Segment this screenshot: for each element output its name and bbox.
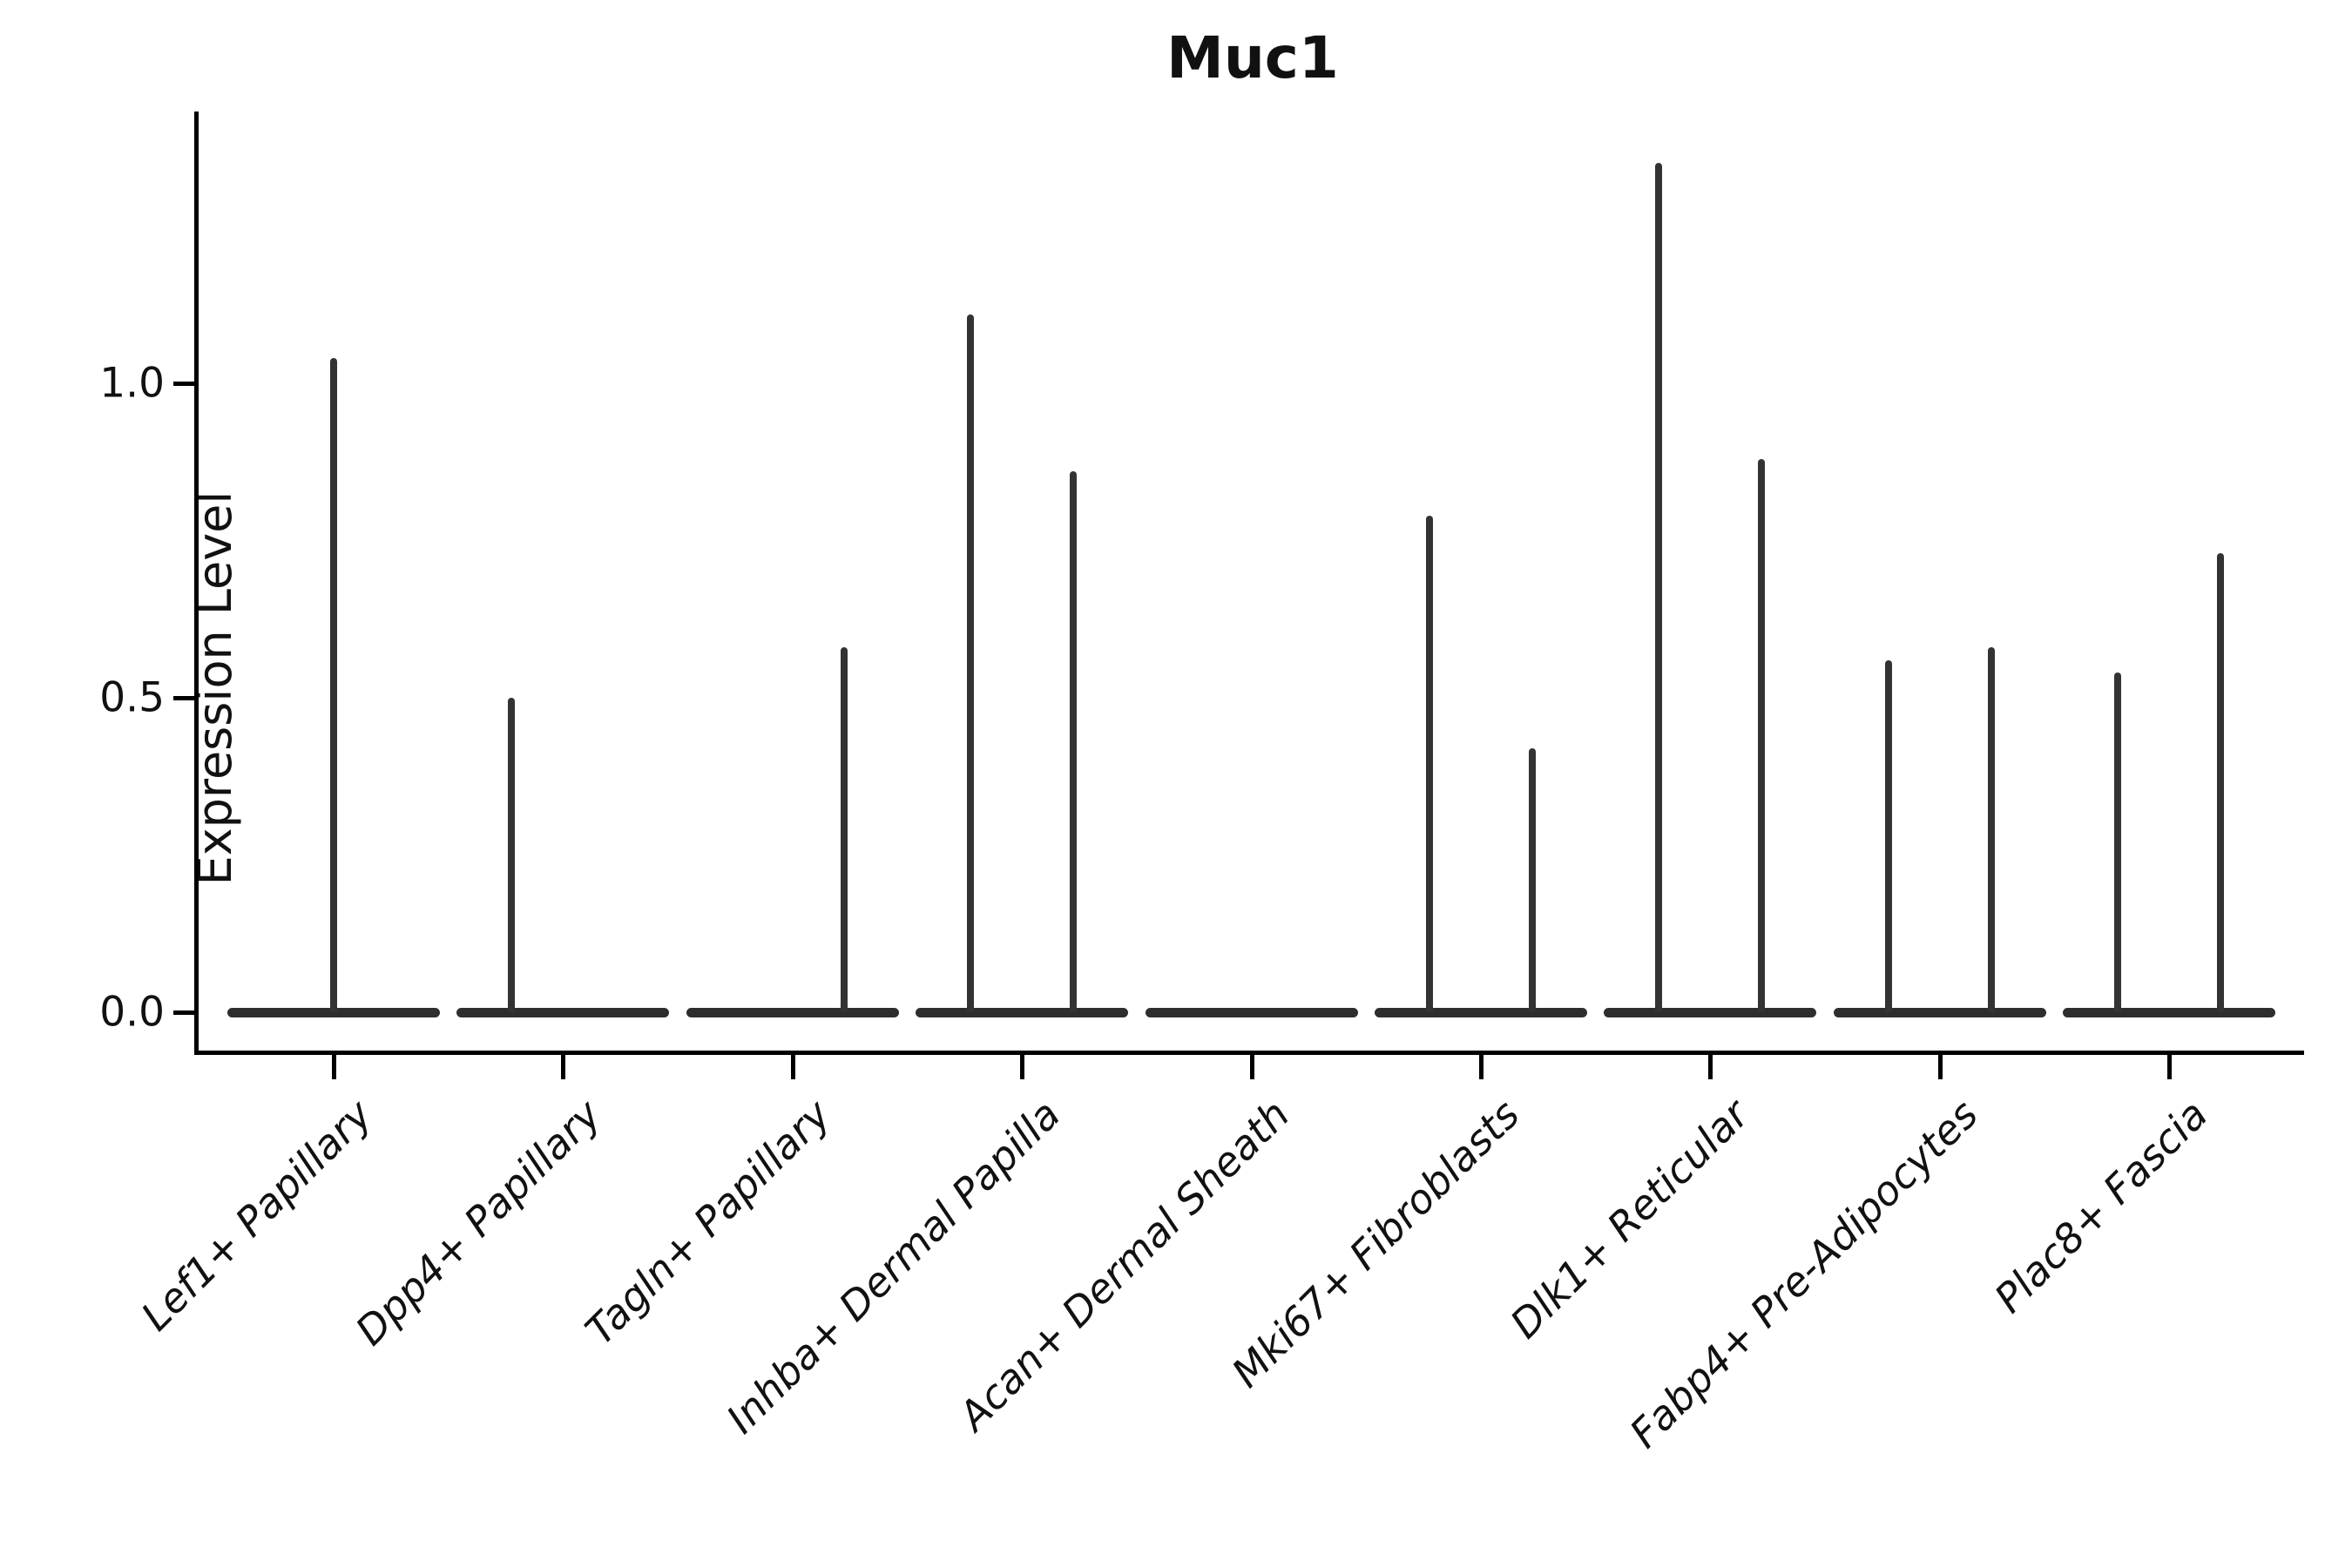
violin-needle	[508, 698, 516, 1012]
violin-needle	[1529, 747, 1536, 1012]
x-tick-mark	[1937, 1055, 1943, 1079]
x-tick-mark	[1249, 1055, 1254, 1079]
x-tick-mark	[561, 1055, 566, 1079]
violin-needle	[840, 647, 848, 1012]
violin-needle	[2114, 672, 2122, 1012]
violin-body	[686, 1007, 899, 1017]
x-tick-label: Tagln+ Papillary	[576, 1091, 840, 1355]
x-tick-mark	[1479, 1055, 1484, 1079]
violin-needle	[967, 314, 975, 1012]
violin-body	[1375, 1007, 1587, 1017]
violin-body	[456, 1007, 670, 1017]
violin-body	[1604, 1007, 1817, 1017]
violin-needle	[1884, 659, 1892, 1012]
x-tick-mark	[332, 1055, 336, 1079]
y-axis-spine	[194, 112, 199, 1055]
violin-needle	[1426, 515, 1433, 1012]
violin-needle	[1655, 163, 1663, 1012]
y-tick-label: 1.0	[99, 359, 165, 408]
x-tick-label: Plac8+ Fascia	[1985, 1091, 2217, 1322]
y-tick-mark	[173, 696, 196, 700]
violin-needle	[2217, 552, 2225, 1012]
y-tick-label: 0.5	[99, 673, 165, 722]
x-tick-mark	[1020, 1055, 1025, 1079]
x-tick-mark	[1708, 1055, 1713, 1079]
violin-body	[1145, 1007, 1358, 1017]
y-tick-mark	[173, 1010, 196, 1015]
x-tick-label: Lef1+ Papillary	[132, 1091, 382, 1340]
violin-needle	[1758, 458, 1766, 1012]
violin-needle	[330, 358, 337, 1012]
chart-title: Muc1	[1166, 24, 1339, 91]
y-tick-label: 0.0	[99, 988, 165, 1037]
violin-needle	[1070, 471, 1078, 1012]
y-tick-mark	[173, 382, 196, 386]
x-tick-label: Dpp4+ Papillary	[346, 1091, 611, 1355]
violin-body	[2063, 1007, 2276, 1017]
violin-needle	[1987, 647, 1995, 1012]
x-tick-mark	[2167, 1055, 2173, 1079]
violin-body	[916, 1007, 1129, 1017]
x-axis-spine	[194, 1051, 2304, 1055]
x-tick-mark	[790, 1055, 795, 1079]
violin-body	[227, 1007, 440, 1017]
violin-body	[1833, 1007, 2046, 1017]
x-tick-label: Dlk1+ Reticular	[1500, 1091, 1758, 1348]
